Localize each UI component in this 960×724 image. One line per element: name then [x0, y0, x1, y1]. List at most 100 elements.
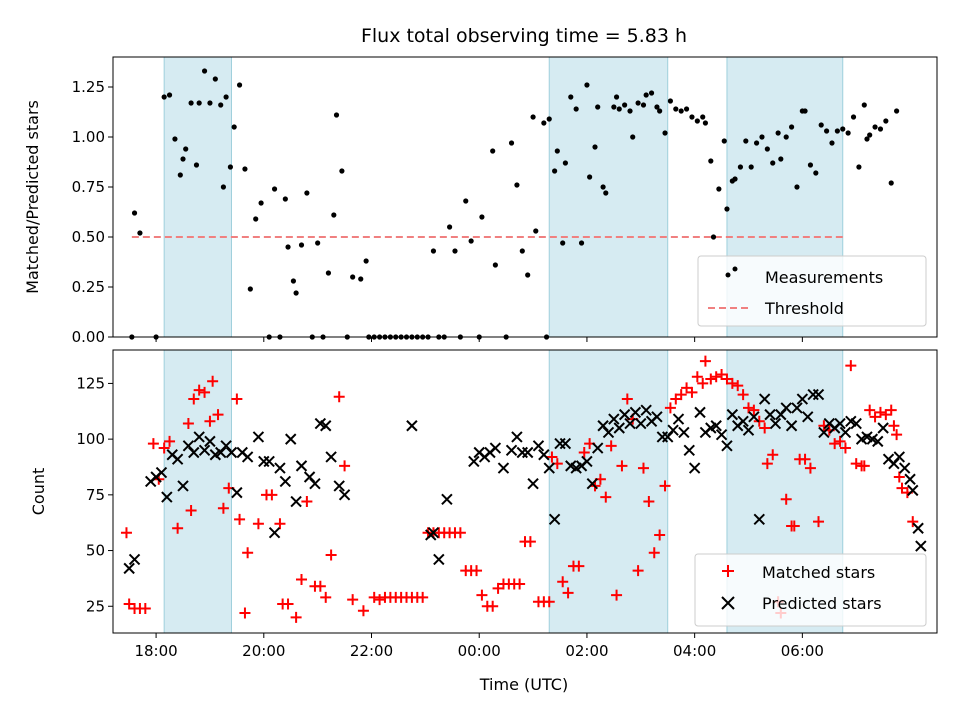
measurements-point — [290, 278, 297, 284]
matched-stars-point — [357, 605, 369, 617]
matched-stars-point — [252, 518, 264, 530]
matched-stars-point — [476, 589, 488, 601]
measurements-point — [883, 118, 889, 124]
predicted-stars-point — [468, 455, 480, 468]
predicted-stars-point — [834, 417, 846, 430]
matched-stars-point — [182, 418, 194, 430]
measurements-point — [236, 82, 243, 88]
top-x-ticks — [155, 337, 803, 342]
predicted-stars-point — [629, 406, 642, 419]
chart-title: Flux total observing time = 5.83 h — [361, 25, 687, 47]
bottom-plot-frame — [112, 349, 938, 634]
predicted-stars-point — [591, 442, 604, 454]
top-y-ticks: 0.00 0.25 0.50 0.75 1.00 1.25 — [72, 78, 113, 346]
matched-stars-point — [813, 516, 825, 528]
matched-stars-point — [301, 496, 313, 508]
predicted-stars-point — [586, 477, 599, 490]
matched-stars-point — [654, 529, 666, 541]
measurements-point — [562, 160, 568, 166]
measurements-point — [643, 92, 649, 98]
measurements-point — [813, 170, 819, 176]
predicted-stars-point — [769, 417, 782, 430]
matched-stars-point — [546, 451, 558, 463]
measurements-point — [724, 206, 730, 212]
bottom-shaded-interval-0 — [163, 349, 232, 634]
measurements-point — [333, 112, 340, 118]
top-y-tick-label: 0.50 — [72, 228, 105, 246]
matched-stars-point — [274, 518, 286, 530]
predicted-stars-point — [726, 408, 739, 421]
matched-stars-point — [804, 462, 816, 474]
measurements-point — [630, 134, 636, 140]
measurements-point — [759, 134, 765, 140]
predicted-stars-point — [694, 406, 706, 419]
measurements-point — [861, 102, 867, 108]
matched-stars-point — [333, 391, 345, 403]
measurements-point — [188, 100, 194, 106]
measurements-point — [552, 168, 558, 174]
predicted-stars-point — [497, 462, 510, 474]
predicted-stars-point — [651, 411, 663, 423]
measurements-point — [710, 234, 717, 240]
top-panel: Flux total observing time = 5.83 h 0.000… — [23, 25, 938, 346]
predicted-stars-point — [231, 486, 243, 499]
predicted-stars-point — [532, 440, 545, 452]
predicted-stars-point — [309, 477, 321, 490]
matched-stars-point — [621, 393, 633, 405]
matched-stars-point — [139, 602, 151, 614]
bottom-shaded-interval-1 — [548, 349, 669, 634]
predicted-stars-point — [193, 431, 205, 443]
measurements-point — [753, 140, 760, 146]
matched-stars-point — [643, 496, 655, 508]
measurements-point — [350, 274, 356, 280]
legend-predicted-label: Predicted stars — [762, 594, 882, 613]
measurements-point — [850, 114, 857, 120]
matched-stars-point — [543, 596, 555, 608]
matched-stars-point — [888, 420, 900, 432]
predicted-stars-point — [295, 460, 308, 472]
matched-stars-point — [885, 404, 897, 416]
measurements-point — [331, 212, 337, 218]
measurements-point — [285, 244, 291, 250]
measurements-point — [166, 92, 173, 98]
measurements-point — [304, 190, 310, 196]
matched-stars-point — [605, 440, 617, 452]
legend-matched-label: Matched stars — [762, 563, 875, 582]
legend-measurement-marker — [725, 272, 731, 278]
predicted-stars-point — [608, 413, 620, 425]
matched-stars-point — [295, 574, 307, 586]
measurements-point — [560, 240, 566, 246]
measurements-point — [514, 182, 520, 188]
matched-stars-point — [907, 516, 919, 528]
measurements-point — [519, 248, 525, 254]
matched-stars-point — [737, 389, 749, 401]
measurements-point — [201, 68, 208, 74]
predicted-stars-point — [559, 437, 572, 450]
predicted-stars-point — [123, 562, 135, 575]
measurements-point — [654, 104, 660, 110]
measurements-point — [207, 100, 213, 106]
measurements-point — [640, 102, 647, 108]
top-shaded-interval-1 — [548, 56, 669, 338]
measurements-point — [223, 94, 229, 100]
matched-stars-point — [780, 493, 792, 505]
predicted-stars-point — [683, 444, 695, 456]
predicted-stars-point — [791, 402, 803, 414]
measurements-point — [492, 262, 498, 268]
matched-stars-point — [573, 560, 585, 572]
matched-stars-point — [664, 402, 676, 414]
measurements-point — [452, 248, 458, 254]
matched-stars-point — [788, 520, 800, 532]
matched-stars-point — [524, 536, 536, 548]
matched-stars-point — [710, 371, 722, 383]
measurements-point — [325, 270, 332, 276]
measurements-point — [867, 132, 873, 138]
measurements-point — [479, 214, 485, 220]
predicted-stars-point — [613, 422, 625, 434]
predicted-stars-point — [850, 417, 862, 430]
matched-stars-point — [632, 565, 644, 577]
measurements-point — [247, 286, 253, 292]
predicted-stars-point — [548, 513, 561, 526]
predicted-stars-point — [171, 453, 184, 465]
matched-stars-point — [193, 384, 205, 396]
